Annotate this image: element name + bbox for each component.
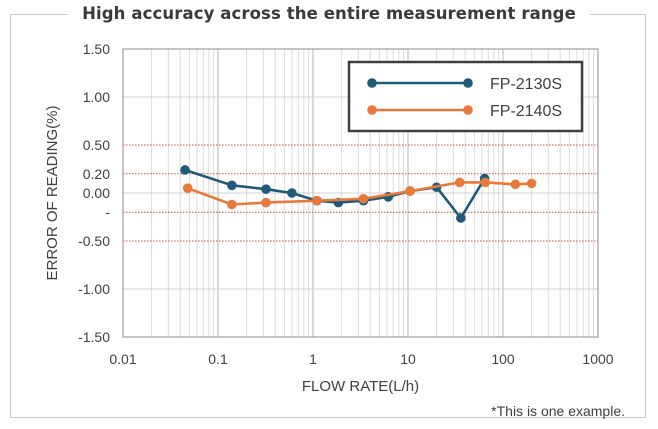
x-tick-label: 0.01 (109, 351, 136, 367)
y-tick-label: 1.00 (83, 89, 110, 105)
x-axis-title: FLOW RATE(L/h) (302, 378, 419, 395)
series-line (187, 181, 532, 206)
data-point (454, 177, 465, 188)
data-point (261, 197, 271, 208)
data-point (180, 165, 190, 175)
series-fp-2140s (182, 177, 537, 210)
plot-area (122, 48, 599, 338)
y-tick-label: 0.00 (83, 185, 110, 201)
y-tick-label: -0.50 (78, 233, 110, 249)
x-tick-label: 1 (309, 351, 317, 367)
x-tick-label: 0.1 (208, 351, 228, 367)
legend-label: FP-2130S (490, 76, 562, 93)
data-point (526, 178, 537, 189)
y-tick-label: 1.50 (83, 41, 110, 57)
legend-item: FP-2130S (367, 76, 562, 93)
chart-title: High accuracy across the entire measurem… (68, 4, 590, 23)
legend-marker (367, 78, 377, 88)
legend: FP-2130S FP-2140S (347, 60, 584, 133)
data-point (182, 183, 193, 193)
footnote: *This is one example. (491, 403, 625, 419)
reference-lines (123, 144, 598, 242)
data-point (261, 184, 271, 194)
y-tick-label: 0.50 (83, 137, 110, 153)
data-point (312, 195, 322, 206)
data-point (405, 186, 415, 196)
chart-title-wrap: High accuracy across the entire measurem… (0, 4, 658, 24)
series-fp-2130s (180, 165, 490, 223)
y-axis-ticks: 1.50 1.00 0.50 0.20 0.00 - -0.50 -1.00 -1.50 (78, 41, 110, 345)
data-point (227, 180, 237, 191)
legend-marker (463, 78, 473, 88)
legend-marker (367, 105, 377, 115)
x-tick-label: 100 (491, 351, 515, 367)
data-point (358, 193, 369, 204)
x-axis-ticks: 0.01 0.1 1 10 100 1000 (109, 351, 613, 367)
y-axis-title: ERROR OF READING(%) (44, 105, 61, 280)
series-layer (180, 165, 537, 223)
y-tick-label: -1.50 (78, 329, 110, 345)
series-line (184, 168, 486, 220)
y-tick-label: - (105, 204, 110, 220)
y-tick-label: -1.00 (78, 281, 110, 297)
y-tick-label: 0.20 (83, 166, 110, 182)
data-point (287, 188, 297, 198)
legend-label: FP-2140S (490, 103, 562, 120)
data-point (456, 213, 466, 223)
data-point (480, 177, 491, 188)
legend-marker (463, 105, 473, 115)
x-tick-label: 1000 (582, 351, 613, 367)
data-point (510, 179, 521, 190)
data-point (227, 199, 237, 210)
legend-box (347, 60, 584, 133)
legend-item: FP-2140S (367, 103, 562, 120)
x-tick-label: 10 (400, 351, 416, 367)
